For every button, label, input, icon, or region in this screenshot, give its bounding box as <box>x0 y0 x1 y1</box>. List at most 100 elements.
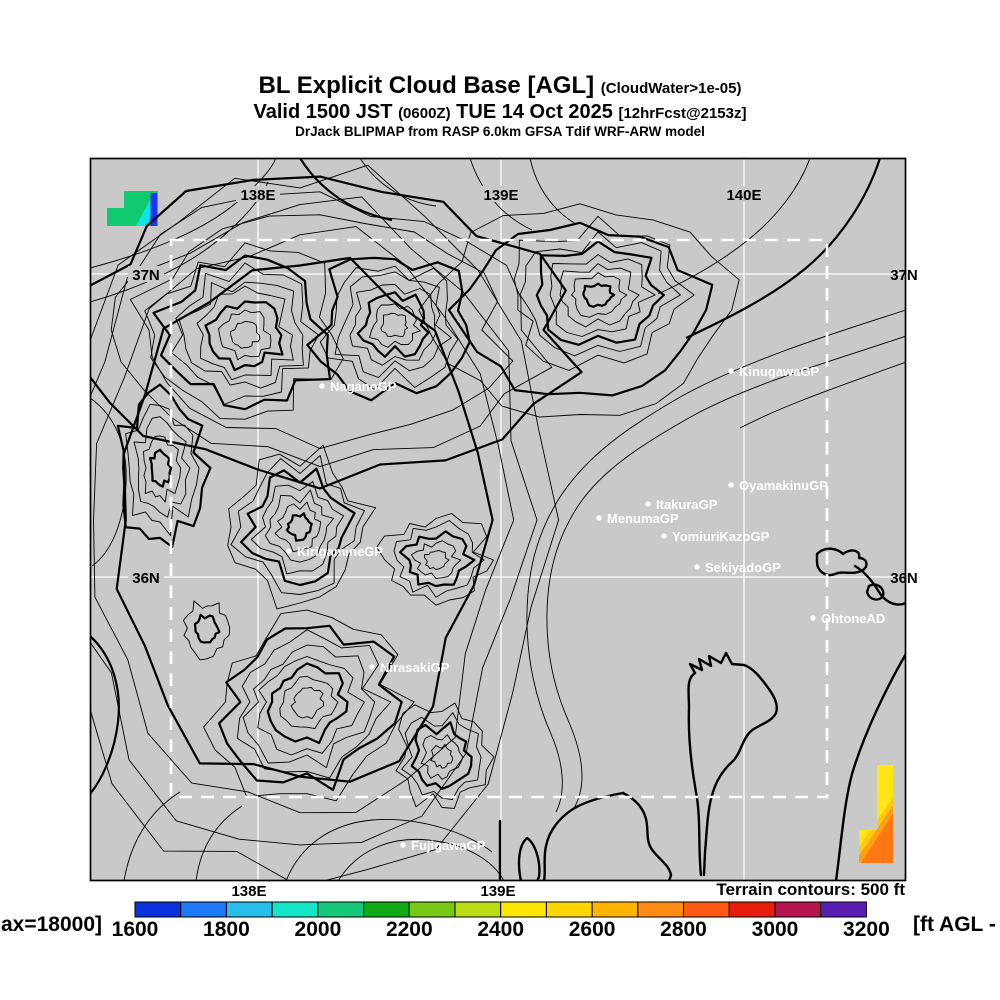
colorbar: 1600 1800 2000 2200 2400 2600 2800 3000 3200 <box>112 901 890 941</box>
contour-ring <box>257 656 365 756</box>
contour-ring <box>401 712 482 801</box>
contour-ring <box>410 540 462 580</box>
contour-ring <box>129 214 514 450</box>
contour-ring <box>369 303 421 348</box>
contour-line <box>739 361 905 429</box>
axis-label-bg <box>128 266 164 282</box>
contour-ring <box>148 448 173 488</box>
contour-ring <box>93 226 515 814</box>
contour-ring <box>218 624 403 791</box>
contour-ring <box>380 312 409 338</box>
contour-ring <box>285 512 313 542</box>
contour-ring <box>203 609 415 802</box>
site-label: YomiuriKazoGP <box>672 529 770 544</box>
contour-ring <box>420 734 464 780</box>
contour-ring <box>196 285 294 381</box>
colorbar-tick-label: 2600 <box>569 918 616 941</box>
valid-date: TUE 14 Oct 2025 <box>456 101 613 123</box>
site-label: SekiyadoGP <box>705 560 781 575</box>
site-dot <box>661 533 667 539</box>
top-axis-label: 138E <box>240 187 275 204</box>
colorbar-cell <box>545 901 593 918</box>
coastline-path <box>687 651 778 877</box>
coastline-path <box>865 583 885 601</box>
contour-ring <box>204 300 284 372</box>
axis-label-bg <box>479 186 523 202</box>
colorbar-tick-label: 2200 <box>386 918 433 941</box>
contour-ring <box>182 600 231 661</box>
contour-ring <box>274 501 322 553</box>
contour-ring <box>535 240 665 346</box>
colorbar-cell <box>225 901 273 918</box>
contour-line <box>299 159 393 222</box>
colorbar-cell <box>317 901 365 918</box>
title-line: BL Explicit Cloud Base [AGL] (CloudWater… <box>0 73 1000 102</box>
colorbar-cell <box>363 901 410 918</box>
colorbar-cell <box>271 901 319 918</box>
contour-ring <box>349 283 436 366</box>
site-marker: SekiyadoGP <box>694 560 781 575</box>
contour-ring <box>143 435 182 503</box>
colorbar-unit-partial-text: [ft AGL - m <box>913 913 1000 936</box>
contour-ring <box>110 191 553 468</box>
contour-ring <box>236 629 392 779</box>
site-marker: YomiuriKazoGP <box>661 529 770 544</box>
site-dot <box>319 383 325 389</box>
contour-line <box>546 335 905 809</box>
valid-zulu: (0600Z) <box>398 105 451 122</box>
contour-line <box>529 159 577 225</box>
contour-ring <box>410 721 473 790</box>
site-label: OhtoneAD <box>821 611 885 626</box>
contour-ring <box>447 221 714 397</box>
contour-ring <box>230 321 261 349</box>
coastline-path <box>853 564 905 606</box>
axis-label-bg <box>722 186 766 202</box>
colorbar-tick-label: 2800 <box>660 918 707 941</box>
site-label: MenumaGP <box>607 511 679 526</box>
top-axis-label: 139E <box>483 187 518 204</box>
contour-line <box>526 309 905 813</box>
site-dot <box>400 842 406 848</box>
site-marker: OyamakinuGP <box>728 478 828 493</box>
contour-line <box>195 805 243 880</box>
valid-fcst: [12hrFcst@2153z] <box>618 105 747 122</box>
colorbar-cell <box>774 901 822 918</box>
site-dot <box>728 482 734 488</box>
terrain-contour-note: Terrain contours: 500 ft <box>716 880 905 899</box>
site-label: FujigawaGP <box>411 838 486 853</box>
site-marker: KinugawaGP <box>728 364 820 379</box>
colorbar-cell <box>683 901 730 918</box>
contour-ring <box>559 263 640 328</box>
contour-ring <box>91 175 583 490</box>
colorbar-cell <box>180 901 227 918</box>
contour-ring <box>152 254 332 411</box>
site-markers: NaganoGP KinugawaGP OyamakinuGP ItakuraGPMe… <box>286 364 885 853</box>
colorbar-tick-label: 3200 <box>843 918 890 941</box>
cloudbase-patches <box>107 191 893 863</box>
contour-ring <box>171 262 320 405</box>
site-dot <box>645 501 651 507</box>
site-dot <box>694 564 700 570</box>
site-marker: OhtoneAD <box>810 611 885 626</box>
contour-ring <box>513 215 695 371</box>
valid-prefix: Valid 1500 JST <box>253 101 393 123</box>
colorbar-cell <box>134 901 182 918</box>
right-axis-label: 36N <box>890 570 918 587</box>
contour-line <box>360 159 437 207</box>
coastline <box>498 547 905 880</box>
site-label: NirasakiGP <box>380 660 450 675</box>
axis-label-bg <box>128 569 164 585</box>
latlon-gridlines <box>90 158 906 881</box>
colorbar-tick-label: 2400 <box>477 918 524 941</box>
contour-ring <box>334 271 452 378</box>
cloudbase-patch-northwest <box>107 191 158 226</box>
inner-domain-boundary <box>169 238 829 799</box>
contour-ring <box>319 265 459 391</box>
colorbar-cell <box>454 901 502 918</box>
site-dot <box>369 664 375 670</box>
site-label: NaganoGP <box>330 379 397 394</box>
map-frame <box>89 157 907 882</box>
site-marker: NirasakiGP <box>369 660 450 675</box>
contour-ring <box>264 489 335 563</box>
